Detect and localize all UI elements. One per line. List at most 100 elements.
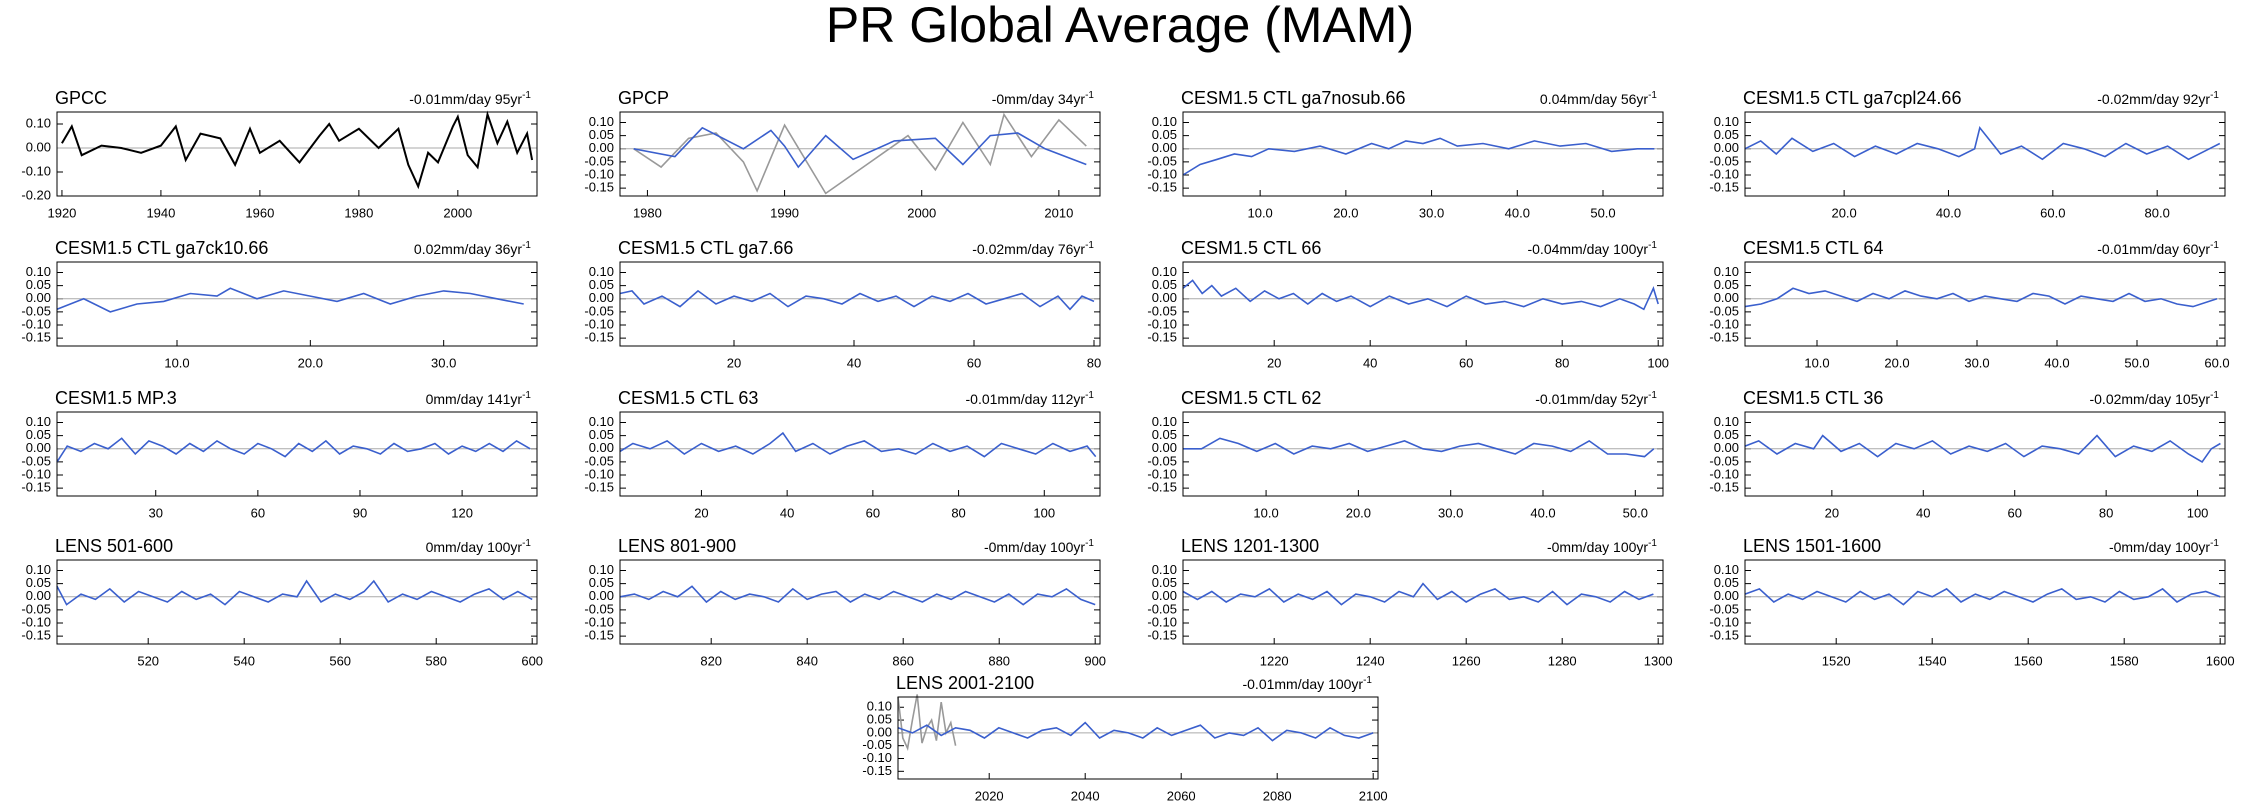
- trend-text: -0mm/day 100yr: [1547, 539, 1648, 555]
- y-tick-label: 0.00: [589, 440, 614, 455]
- y-tick-label: -0.15: [21, 480, 51, 495]
- panel-title: CESM1.5 CTL ga7.66: [618, 238, 793, 258]
- y-tick-label: -0.10: [584, 166, 614, 181]
- trend-label: -0.01mm/day 100yr-1: [1242, 675, 1372, 692]
- y-tick-label: -0.05: [1709, 453, 1739, 468]
- y-tick-label: -0.05: [21, 453, 51, 468]
- y-tick-label: 0.10: [1152, 562, 1177, 577]
- panel: CESM1.5 CTL 63 -0.01mm/day 112yr-10.100.0…: [584, 388, 1101, 520]
- panel-title: CESM1.5 CTL ga7ck10.66: [55, 238, 268, 258]
- y-tick-label: 0.05: [1152, 575, 1177, 590]
- x-tick-label: 540: [233, 653, 255, 668]
- x-tick-label: 1580: [2110, 653, 2139, 668]
- x-tick-label: 80: [1087, 355, 1101, 370]
- x-tick-label: 40: [780, 505, 794, 520]
- y-tick-label: -0.10: [584, 316, 614, 331]
- panel: LENS 1201-1300 -0mm/day 100yr-1 0.100.050.…: [1147, 536, 1672, 668]
- plot-frame: [1182, 559, 1664, 645]
- y-tick-label: -0.15: [862, 763, 892, 778]
- x-tick-label: 40.0: [2044, 355, 2069, 370]
- x-tick-label: 40: [1363, 355, 1377, 370]
- trend-label: -0.01mm/day 52yr-1: [1535, 390, 1657, 407]
- plot-frame: [1182, 261, 1664, 347]
- trend-exponent: -1: [1648, 390, 1657, 401]
- y-tick-label: -0.15: [1147, 628, 1177, 643]
- x-tick-label: 1280: [1548, 653, 1577, 668]
- y-tick-label: -0.10: [1709, 466, 1739, 481]
- y-tick-label: -0.15: [584, 330, 614, 345]
- y-tick-label: -0.05: [584, 453, 614, 468]
- y-tick-label: 0.10: [589, 562, 614, 577]
- y-tick-label: 0.05: [1714, 427, 1739, 442]
- x-tick-label: 10.0: [164, 355, 189, 370]
- y-tick-label: 0.05: [589, 575, 614, 590]
- x-tick-label: 2100: [1359, 788, 1388, 803]
- x-tick-label: 20.0: [1831, 205, 1856, 220]
- x-tick-label: 2060: [1167, 788, 1196, 803]
- trend-exponent: -1: [522, 538, 531, 549]
- panel: CESM1.5 CTL 66 -0.04mm/day 100yr-10.100.0…: [1147, 238, 1669, 370]
- series-line: [633, 126, 1087, 169]
- panel-title: CESM1.5 CTL 63: [618, 388, 758, 408]
- x-tick-label: 860: [892, 653, 914, 668]
- y-tick-label: 0.05: [1152, 427, 1177, 442]
- y-tick-label: 0.00: [589, 588, 614, 603]
- y-tick-label: -0.15: [584, 180, 614, 195]
- trend-label: -0mm/day 100yr-1: [984, 538, 1094, 555]
- plot-frame: [1744, 111, 2226, 197]
- x-tick-label: 100: [2187, 505, 2209, 520]
- trend-exponent: -1: [1085, 390, 1094, 401]
- panel-title: CESM1.5 CTL 66: [1181, 238, 1321, 258]
- x-tick-label: 520: [137, 653, 159, 668]
- trend-label: -0.02mm/day 92yr-1: [2097, 90, 2219, 107]
- y-tick-label: 0.10: [589, 114, 614, 129]
- y-tick-label: 0.00: [1714, 140, 1739, 155]
- plot-frame: [56, 111, 538, 197]
- trend-label: -0mm/day 100yr-1: [1547, 538, 1657, 555]
- plot-frame: [56, 411, 538, 497]
- series-line: [1182, 279, 1659, 311]
- panel: GPCC -0.01mm/day 95yr-1 0.10 0.00 -0.10 -0.20…: [21, 88, 538, 220]
- x-tick-label: 600: [521, 653, 543, 668]
- y-tick-label: 0.10: [1714, 414, 1739, 429]
- y-tick-label: 0.10: [26, 562, 51, 577]
- panel-title: CESM1.5 CTL 64: [1743, 238, 1883, 258]
- x-tick-label: 20.0: [298, 355, 323, 370]
- panel-title: LENS 801-900: [618, 536, 736, 556]
- series-line: [1182, 582, 1654, 606]
- trend-text: 0.02mm/day 36yr: [414, 241, 522, 257]
- y-tick-label: 0.00: [1152, 588, 1177, 603]
- series-line: [1744, 126, 2221, 161]
- panel-title: CESM1.5 CTL ga7cpl24.66: [1743, 88, 1961, 108]
- panel-title: CESM1.5 CTL ga7nosub.66: [1181, 88, 1405, 108]
- x-tick-label: 1940: [146, 205, 175, 220]
- panel-title: GPCC: [55, 88, 107, 108]
- plot-frame: [897, 696, 1379, 780]
- y-tick-label: 0.00: [26, 290, 51, 305]
- x-tick-label: 30.0: [1419, 205, 1444, 220]
- x-tick-label: 30.0: [1438, 505, 1463, 520]
- x-tick-label: 2040: [1071, 788, 1100, 803]
- y-tick-label: -0.10: [21, 316, 51, 331]
- x-tick-label: 50.0: [1623, 505, 1648, 520]
- trend-label: 0mm/day 100yr-1: [426, 538, 532, 555]
- x-tick-label: 20.0: [1346, 505, 1371, 520]
- y-tick-label: -0.10: [1709, 614, 1739, 629]
- series-line: [61, 110, 534, 190]
- x-tick-label: 100: [1647, 355, 1669, 370]
- x-tick-label: 2010: [1044, 205, 1073, 220]
- y-tick-label: 0.10: [1152, 264, 1177, 279]
- trend-label: -0.01mm/day 112yr-1: [966, 390, 1095, 407]
- x-tick-label: 1980: [344, 205, 373, 220]
- plot-frame: [619, 261, 1101, 347]
- panel: CESM1.5 CTL 36 -0.02mm/day 105yr-10.100.0…: [1709, 388, 2226, 520]
- trend-exponent: -1: [1085, 240, 1094, 251]
- x-tick-label: 20.0: [1333, 205, 1358, 220]
- y-tick-label: -0.15: [1147, 180, 1177, 195]
- trend-exponent: -1: [1085, 538, 1094, 549]
- x-tick-label: 40.0: [1936, 205, 1961, 220]
- panel: CESM1.5 CTL ga7nosub.66 0.04mm/day 56yr-1…: [1147, 88, 1664, 220]
- y-tick-label: 0.00: [26, 139, 51, 154]
- trend-exponent: -1: [2210, 538, 2219, 549]
